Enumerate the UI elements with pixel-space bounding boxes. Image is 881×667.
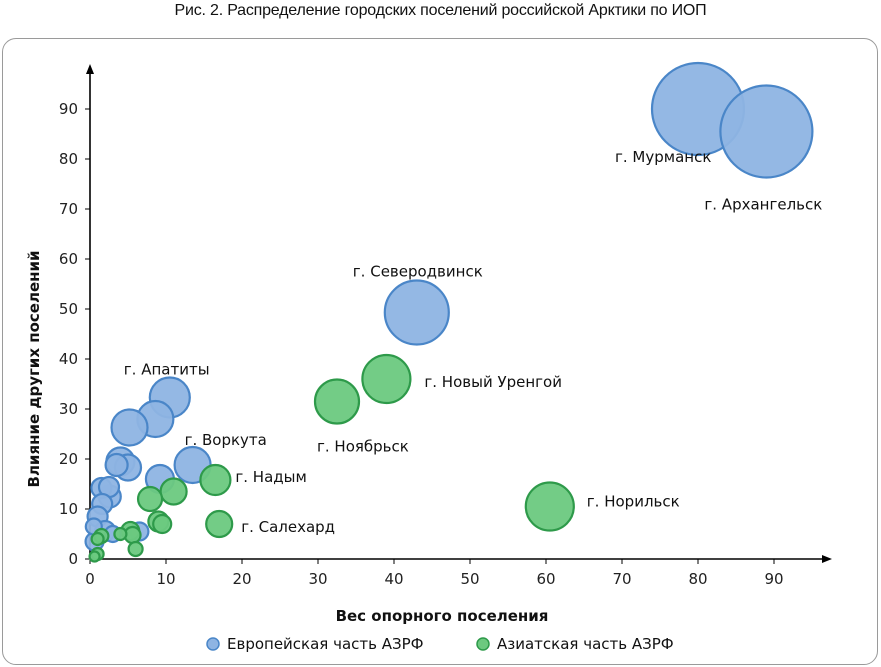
- x-tick-label: 0: [85, 570, 95, 588]
- bubble-asia: [524, 481, 575, 532]
- point-label: г. Северодвинск: [353, 263, 483, 281]
- x-tick-label: 20: [232, 570, 251, 588]
- point-label: г. Воркута: [185, 431, 267, 449]
- axes: 0 10 20 30 40 50 60 70 80 90 0 10 20 30 40 50 60 70 80 90 Ве…: [25, 64, 832, 625]
- bubble-chart: 0 10 20 30 40 50 60 70 80 90 0 10 20 30 40 50 60 70 80 90 Ве…: [25, 61, 832, 653]
- legend-marker-europe: [206, 637, 220, 651]
- x-tick-label: 70: [612, 570, 631, 588]
- x-tick-label: 80: [688, 570, 707, 588]
- y-tick-label: 90: [59, 100, 78, 118]
- x-tick-label: 30: [308, 570, 327, 588]
- legend-label-asia: Азиатская часть АЗРФ: [497, 635, 674, 653]
- x-tick-label: 40: [384, 570, 403, 588]
- bubble-asia: [136, 485, 164, 513]
- x-axis-title: Вес опорного поселения: [336, 607, 549, 625]
- bubble-asia: [199, 463, 232, 497]
- point-label: г. Надым: [235, 468, 306, 486]
- bubble-europe: [719, 84, 814, 179]
- legend: Европейская часть АЗРФ Азиатская часть АЗ…: [206, 635, 674, 653]
- point-label: г. Ноябрьск: [317, 438, 409, 456]
- x-tick-label: 90: [764, 570, 783, 588]
- bubbles: [84, 61, 814, 563]
- legend-label-europe: Европейская часть АЗРФ: [227, 635, 424, 653]
- y-tick-label: 70: [59, 200, 78, 218]
- y-tick-label: 60: [59, 250, 78, 268]
- y-tick-label: 50: [59, 300, 78, 318]
- y-tick-label: 40: [59, 350, 78, 368]
- bubble-europe: [383, 279, 450, 346]
- bubble-asia: [127, 540, 144, 558]
- point-label: г. Новый Уренгой: [424, 373, 562, 391]
- y-tick-label: 80: [59, 150, 78, 168]
- x-tick-label: 10: [156, 570, 175, 588]
- bubble-asia: [90, 531, 105, 547]
- bubble-asia: [113, 526, 128, 542]
- point-label: г. Апатиты: [124, 361, 210, 379]
- bubble-asia: [88, 550, 101, 563]
- point-labels: г. Мурманск г. Архангельск г. Северодвинск…: [124, 148, 823, 536]
- x-axis-arrow: [822, 555, 832, 563]
- legend-marker-asia: [476, 637, 490, 651]
- point-label: г. Норильск: [587, 493, 680, 511]
- bubble-asia: [313, 378, 361, 425]
- y-axis-title: Влияние других поселений: [25, 251, 43, 488]
- y-tick-label: 30: [59, 400, 78, 418]
- x-tick-label: 50: [460, 570, 479, 588]
- y-tick-label: 10: [59, 500, 78, 518]
- point-label: г. Мурманск: [615, 148, 711, 166]
- figure-caption: Рис. 2. Распределение городских поселени…: [174, 2, 707, 19]
- y-axis-arrow: [86, 64, 94, 74]
- chart-panel: 0 10 20 30 40 50 60 70 80 90 0 10 20 30 40 50 60 70 80 90 Ве…: [2, 38, 878, 665]
- point-label: г. Архангельск: [704, 196, 822, 214]
- y-tick-label: 0: [68, 550, 78, 568]
- y-tick-label: 20: [59, 450, 78, 468]
- bubble-europe: [110, 408, 149, 447]
- bubble-asia: [361, 353, 412, 405]
- bubble-asia: [205, 509, 234, 539]
- bubble-europe: [104, 452, 129, 478]
- bubble-asia: [152, 513, 173, 535]
- x-tick-label: 60: [536, 570, 555, 588]
- bubble-asia: [159, 477, 188, 506]
- point-label: г. Салехард: [241, 518, 335, 536]
